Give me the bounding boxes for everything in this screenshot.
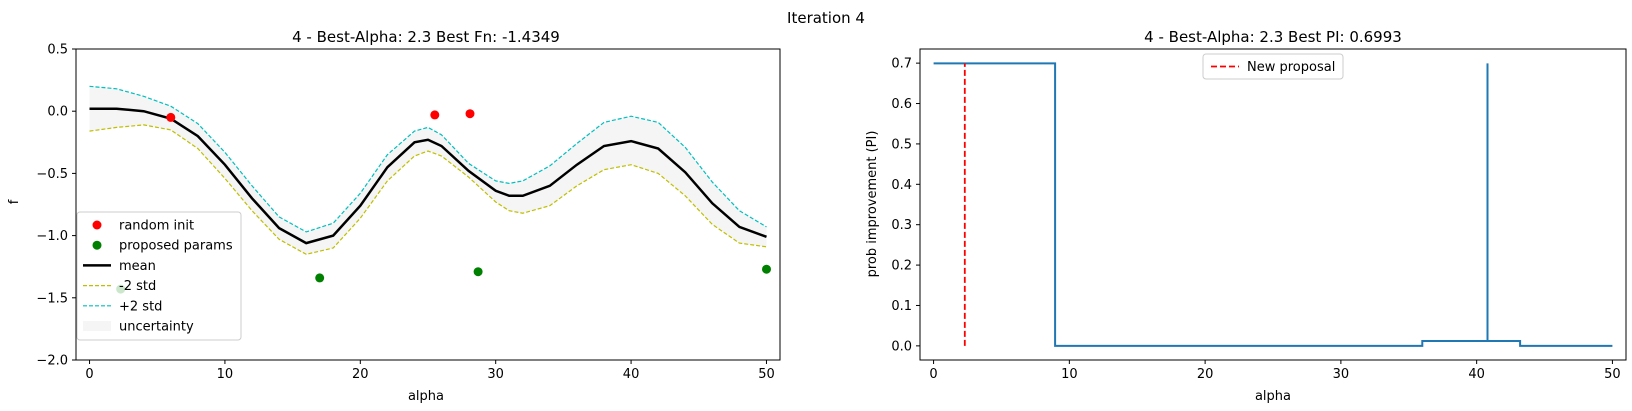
- x-tick-label: 0: [929, 367, 937, 382]
- y-tick-label: −2.0: [36, 354, 68, 369]
- pi-chart-ylabel: prob improvement (PI): [865, 131, 880, 278]
- pi-chart-title: 4 - Best-Alpha: 2.3 Best PI: 0.6993: [1144, 28, 1402, 46]
- pi-chart-xlabel: alpha: [1255, 389, 1291, 404]
- x-tick-label: 30: [487, 367, 504, 382]
- x-tick-label: 40: [623, 367, 640, 382]
- gp-chart: 4 - Best-Alpha: 2.3 Best Fn: -1.4349 alp…: [7, 28, 781, 404]
- legend-label: +2 std: [119, 299, 162, 314]
- x-tick-label: 10: [1061, 367, 1078, 382]
- proposed-point: [315, 273, 325, 283]
- y-tick-label: −1.5: [36, 291, 68, 306]
- y-tick-label: 0.0: [891, 339, 912, 354]
- legend-label: proposed params: [119, 239, 233, 254]
- gp-chart-xlabel: alpha: [408, 389, 444, 404]
- proposed-point: [473, 267, 483, 277]
- x-tick-label: 20: [352, 367, 369, 382]
- y-tick-label: 0.5: [891, 137, 912, 152]
- x-tick-label: 30: [1333, 367, 1350, 382]
- legend-box: [1202, 53, 1344, 80]
- random-init-point: [430, 110, 440, 120]
- pi-line: [933, 62, 1613, 347]
- gp-chart-legend: random init proposed params mean -2 std +2 s…: [76, 211, 242, 341]
- figure-suptitle: Iteration 4: [787, 9, 865, 27]
- x-tick-label: 20: [1197, 367, 1214, 382]
- series-line-mean: [89, 107, 767, 245]
- y-tick-label: 0.5: [47, 43, 68, 58]
- pi-chart-legend: New proposal: [1202, 53, 1344, 80]
- x-tick-label: 10: [217, 367, 234, 382]
- random-init-point: [465, 109, 475, 119]
- gp-chart-frame: [75, 48, 781, 361]
- y-tick-label: 0.3: [891, 218, 912, 233]
- x-tick-label: 0: [85, 367, 93, 382]
- legend-swatch: [92, 220, 102, 230]
- gp-chart-ylabel: f: [7, 199, 22, 204]
- x-tick-label: 50: [758, 367, 775, 382]
- proposed-point: [762, 264, 771, 274]
- pi-chart-frame: [919, 48, 1627, 361]
- legend-swatch: [92, 240, 102, 250]
- y-tick-label: 0.2: [891, 259, 912, 274]
- x-tick-label: 40: [1468, 367, 1485, 382]
- gp-chart-title: 4 - Best-Alpha: 2.3 Best Fn: -1.4349: [292, 28, 560, 46]
- y-tick-label: 0.7: [891, 57, 912, 72]
- y-tick-label: −0.5: [36, 167, 68, 182]
- y-tick-label: 0.0: [47, 105, 68, 120]
- legend-label: -2 std: [119, 279, 156, 294]
- pi-chart: 4 - Best-Alpha: 2.3 Best PI: 0.6993 alph…: [865, 28, 1627, 404]
- legend-label: uncertainty: [119, 320, 194, 335]
- legend-label: mean: [119, 259, 156, 274]
- x-tick-label: 50: [1604, 367, 1621, 382]
- series-line-2-std: [89, 124, 767, 255]
- legend-swatch: [83, 321, 111, 331]
- y-tick-label: 0.1: [891, 299, 912, 314]
- random-init-point: [166, 112, 176, 122]
- y-tick-label: 0.6: [891, 97, 912, 112]
- y-tick-label: 0.4: [891, 178, 912, 193]
- legend-label: random init: [119, 219, 194, 234]
- legend-box: [76, 211, 242, 341]
- y-tick-label: −1.0: [36, 229, 68, 244]
- series-line-2-std: [89, 85, 767, 233]
- legend-label: New proposal: [1247, 60, 1335, 75]
